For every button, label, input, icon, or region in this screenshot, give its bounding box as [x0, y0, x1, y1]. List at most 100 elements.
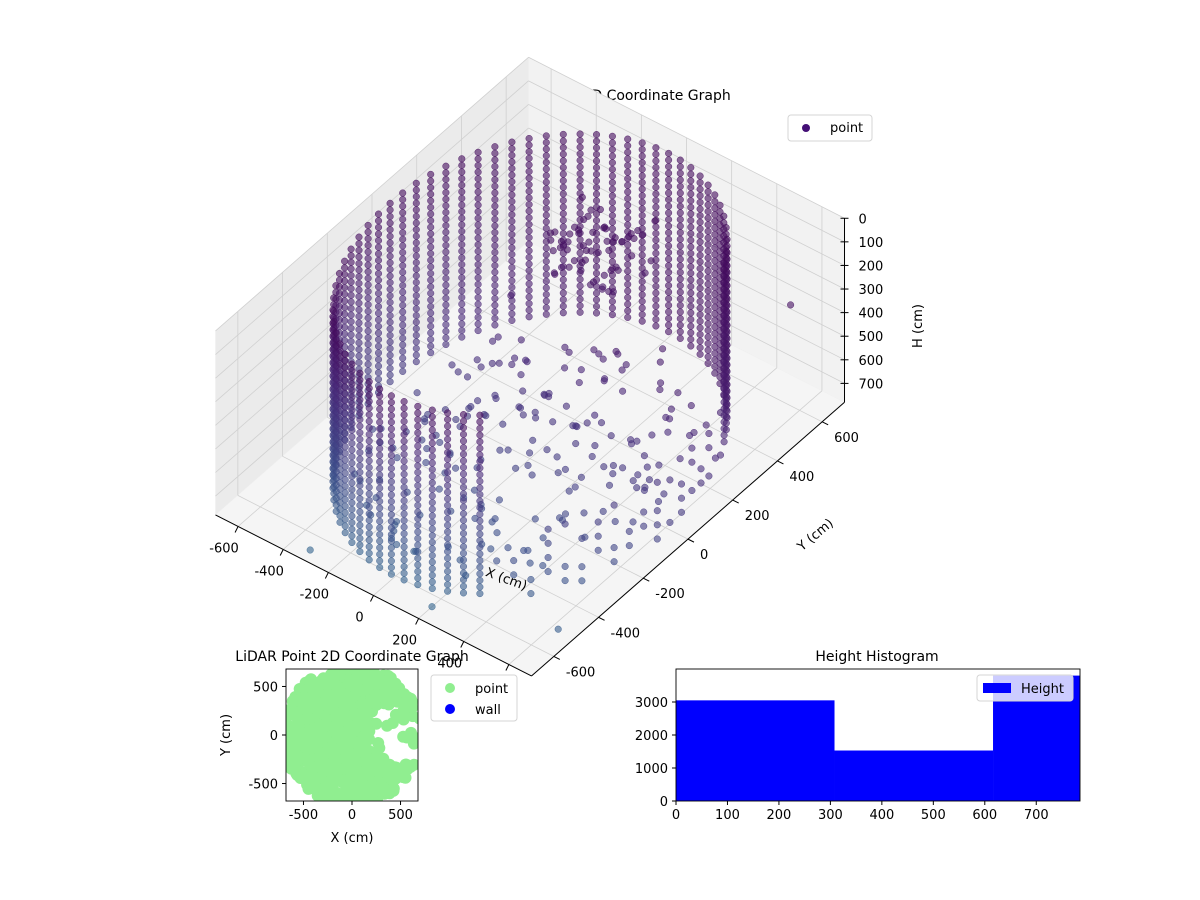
data-point-3d	[374, 316, 383, 324]
data-point-3d	[442, 288, 450, 296]
data-point-3d	[374, 210, 383, 218]
data-point-3d	[504, 544, 512, 552]
data-point-2d	[320, 784, 332, 797]
data-point-3d	[387, 438, 395, 446]
data-point-3d	[704, 214, 712, 222]
data-point-3d	[676, 334, 684, 342]
data-point-3d	[696, 324, 704, 332]
data-point-3d	[412, 305, 420, 313]
chart-2d-title: LiDAR Point 2D Coordinate Graph	[235, 649, 468, 665]
data-point-3d	[704, 274, 712, 282]
data-point-3d	[374, 369, 383, 377]
data-point-3d	[348, 492, 356, 500]
data-point-3d	[477, 363, 485, 371]
data-point-3d	[365, 510, 373, 518]
data-point-3d	[374, 289, 383, 297]
data-point-3d	[348, 386, 356, 395]
data-point-3d	[526, 559, 534, 567]
data-point-3d	[687, 170, 695, 178]
data-point-3d	[556, 244, 564, 252]
data-point-3d	[428, 419, 436, 427]
data-point-3d	[634, 227, 642, 235]
data-point-3d	[365, 397, 373, 405]
data-point-3d	[638, 238, 646, 246]
data-point-3d	[491, 301, 499, 309]
data-point-3d	[427, 283, 435, 291]
data-point-3d	[348, 525, 356, 533]
data-point-3d	[412, 265, 420, 273]
data-point-3d	[355, 352, 363, 360]
data-point-3d	[696, 205, 704, 213]
data-point-3d	[458, 194, 466, 202]
data-point-3d	[414, 488, 422, 496]
data-point-3d	[356, 389, 364, 397]
data-point-3d	[705, 429, 713, 438]
data-point-3d	[688, 458, 696, 466]
data-point-3d	[376, 398, 384, 406]
data-point-3d	[565, 487, 573, 495]
data-point-3d	[638, 139, 646, 147]
data-point-3d	[687, 230, 695, 238]
data-point-3d	[348, 472, 356, 480]
data-point-3d	[459, 523, 468, 531]
data-point-3d	[525, 286, 533, 294]
data-point-3d	[428, 545, 436, 553]
data-point-3d	[458, 227, 466, 235]
data-point-3d	[543, 446, 551, 454]
data-point-3d	[624, 135, 632, 143]
data-point-3d	[676, 315, 684, 323]
data-point-3d	[336, 340, 344, 348]
data-point-3d	[652, 249, 660, 257]
data-point-3d	[436, 438, 444, 446]
data-point-3d	[341, 489, 349, 497]
data-point-3d	[592, 216, 601, 225]
data-point-3d	[476, 576, 484, 584]
data-point-3d	[365, 391, 373, 399]
data-point-3d	[696, 278, 704, 286]
data-point-3d	[412, 298, 420, 306]
data-point-3d	[665, 328, 673, 336]
data-point-3d	[696, 238, 704, 246]
data-point-3d	[376, 550, 384, 558]
data-point-3d	[459, 463, 468, 471]
data-point-3d	[687, 276, 695, 284]
data-point-3d	[341, 383, 349, 391]
data-point-3d	[559, 289, 567, 297]
data-point-3d	[386, 325, 394, 333]
data-point-3d	[608, 172, 616, 180]
data-point-3d	[638, 304, 646, 312]
data-point-3d	[531, 515, 539, 523]
data-point-3d	[566, 230, 574, 238]
tick-label-z: 400	[859, 307, 884, 322]
data-point-3d	[704, 240, 712, 249]
data-point-3d	[660, 490, 668, 498]
data-point-3d	[652, 223, 660, 231]
data-point-3d	[624, 267, 632, 275]
data-point-3d	[525, 207, 533, 215]
data-point-3d	[348, 459, 356, 467]
data-point-3d	[652, 322, 660, 330]
data-point-3d	[444, 561, 452, 569]
data-point-3d	[414, 554, 422, 562]
data-point-3d	[412, 193, 420, 201]
data-point-3d	[704, 326, 712, 334]
data-point-3d	[476, 464, 484, 472]
data-point-2d	[342, 669, 355, 676]
data-point-3d	[474, 155, 482, 163]
data-point-3d	[562, 402, 570, 410]
data-point-3d	[676, 255, 684, 263]
data-point-3d	[341, 482, 349, 490]
data-point-3d	[608, 311, 616, 319]
data-point-3d	[687, 322, 695, 330]
data-point-3d	[444, 409, 452, 417]
data-point-3d	[474, 300, 482, 308]
data-point-3d	[435, 485, 443, 493]
data-point-3d	[704, 293, 712, 301]
legend-label-wall: wall	[475, 703, 501, 718]
data-point-3d	[374, 303, 383, 311]
data-point-3d	[561, 577, 569, 585]
data-point-3d	[542, 277, 550, 285]
data-point-3d	[364, 248, 372, 256]
data-point-2d	[318, 718, 331, 731]
data-point-3d	[414, 429, 422, 437]
